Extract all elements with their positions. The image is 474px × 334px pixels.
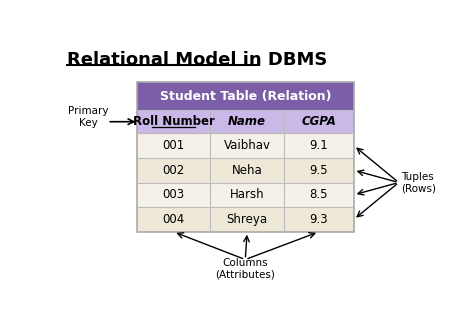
Text: 004: 004 [163,213,185,226]
Text: Vaibhav: Vaibhav [224,139,271,152]
Text: 9.3: 9.3 [310,213,328,226]
Text: 001: 001 [163,139,185,152]
Text: Primary
Key: Primary Key [68,106,109,128]
Bar [137,133,354,158]
Text: Tuples
(Rows): Tuples (Rows) [401,172,436,193]
Text: 9.1: 9.1 [310,139,328,152]
Text: CGPA: CGPA [301,115,337,128]
Bar [137,207,354,232]
Bar [137,182,354,207]
Text: 8.5: 8.5 [310,188,328,201]
Text: Relational Model in DBMS: Relational Model in DBMS [67,51,328,69]
Text: Harsh: Harsh [230,188,264,201]
Bar [137,158,354,182]
Text: Shreya: Shreya [227,213,268,226]
Text: Columns
(Attributes): Columns (Attributes) [215,258,275,280]
Bar [137,82,354,110]
Text: Neha: Neha [232,164,263,177]
Text: 9.5: 9.5 [310,164,328,177]
Text: Roll Number: Roll Number [133,115,215,128]
Bar [137,110,354,133]
Text: Name: Name [228,115,266,128]
Text: Student Table (Relation): Student Table (Relation) [159,90,331,103]
Bar [137,82,354,232]
Text: 003: 003 [163,188,185,201]
Text: 002: 002 [163,164,185,177]
